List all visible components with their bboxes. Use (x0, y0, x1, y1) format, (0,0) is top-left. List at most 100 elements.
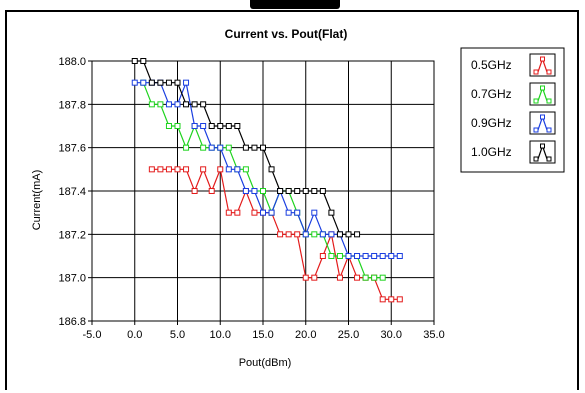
data-point (371, 253, 378, 259)
legend-swatch-marker (540, 114, 545, 120)
data-point (165, 123, 172, 129)
data-point (183, 144, 190, 151)
data-point (260, 144, 266, 151)
legend-label: 1.0GHz (471, 145, 512, 159)
data-point (148, 101, 155, 108)
data-point (311, 231, 318, 238)
data-point (131, 79, 138, 86)
x-tick-label: 0.0 (127, 329, 142, 341)
data-point (336, 231, 343, 238)
data-point (328, 209, 335, 216)
legend-swatch-marker (540, 85, 545, 91)
title-bar-fragment (250, 0, 340, 9)
y-tick-label: 187.0 (58, 273, 86, 285)
data-point (174, 101, 181, 108)
data-point (311, 209, 318, 216)
data-point (285, 231, 292, 238)
legend-label: 0.9GHz (471, 116, 512, 130)
data-point (371, 274, 378, 281)
data-point (200, 123, 207, 129)
y-axis-label: Current(mA) (31, 170, 43, 231)
data-point (285, 209, 292, 216)
data-point (277, 188, 284, 194)
data-point (396, 296, 403, 303)
legend-swatch-marker (533, 127, 539, 133)
data-point (268, 209, 275, 216)
legend-swatch-marker (533, 98, 539, 104)
data-point (242, 144, 249, 151)
data-point (277, 231, 284, 238)
data-point (234, 209, 241, 216)
data-point (311, 188, 318, 194)
data-point (200, 144, 207, 151)
data-point (396, 253, 403, 259)
y-tick-label: 187.4 (58, 186, 86, 198)
legend: 0.5GHz 0.7GHz 0.9GHz 1.0GHz (460, 47, 565, 173)
data-point (294, 209, 301, 216)
data-point (174, 123, 181, 129)
data-point (388, 253, 395, 259)
data-point (302, 231, 309, 238)
data-point (183, 79, 190, 86)
data-point (379, 253, 386, 259)
x-axis-label: Pout(dBm) (239, 357, 292, 369)
data-point (157, 166, 164, 173)
data-point (319, 253, 326, 259)
data-point (328, 231, 335, 238)
data-point (242, 188, 249, 194)
legend-swatch-marker (540, 143, 545, 149)
data-point (234, 123, 241, 129)
data-point (208, 188, 215, 194)
data-point (379, 274, 386, 281)
legend-swatch-marker (533, 69, 539, 75)
data-point (208, 123, 215, 129)
data-point (140, 79, 147, 86)
data-point (285, 188, 292, 194)
legend-swatch-marker (546, 69, 552, 75)
data-point (336, 253, 343, 259)
data-point (225, 166, 232, 173)
data-point (354, 231, 361, 238)
data-point (251, 144, 258, 151)
data-point (294, 188, 301, 194)
data-point (191, 101, 198, 108)
y-tick-label: 187.8 (58, 99, 86, 111)
data-point (225, 144, 232, 151)
x-tick-label: 25.0 (338, 329, 359, 341)
data-point (131, 58, 138, 64)
data-point (200, 101, 207, 108)
data-point (311, 274, 318, 281)
x-tick-label: 35.0 (423, 329, 444, 341)
data-point (294, 231, 301, 238)
x-tick-label: -5.0 (83, 329, 102, 341)
y-tick-label: 188.0 (58, 56, 86, 68)
chart-title: Current vs. Pout(Flat) (225, 27, 348, 41)
data-point (302, 188, 309, 194)
legend-label: 0.5GHz (471, 58, 512, 72)
legend-swatch-marker (546, 127, 552, 133)
data-point (165, 79, 172, 86)
x-tick-label: 30.0 (381, 329, 402, 341)
data-point (165, 166, 172, 173)
data-point (217, 123, 224, 129)
plot-area (91, 58, 435, 322)
series-1.0GHz (131, 58, 361, 238)
x-tick-label: 20.0 (295, 329, 316, 341)
data-point (362, 253, 369, 259)
data-point (183, 101, 190, 108)
data-point (191, 123, 198, 129)
data-point (157, 101, 164, 108)
data-point (225, 209, 232, 216)
data-point (388, 296, 395, 303)
legend-swatch-marker (540, 56, 545, 62)
data-point (217, 166, 224, 173)
data-point (191, 188, 198, 194)
data-point (362, 274, 369, 281)
legend-swatch-marker (533, 156, 539, 162)
data-point (319, 231, 326, 238)
data-point (157, 79, 164, 86)
chart-window-frame (5, 10, 579, 390)
data-point (345, 231, 352, 238)
data-point (319, 188, 326, 194)
